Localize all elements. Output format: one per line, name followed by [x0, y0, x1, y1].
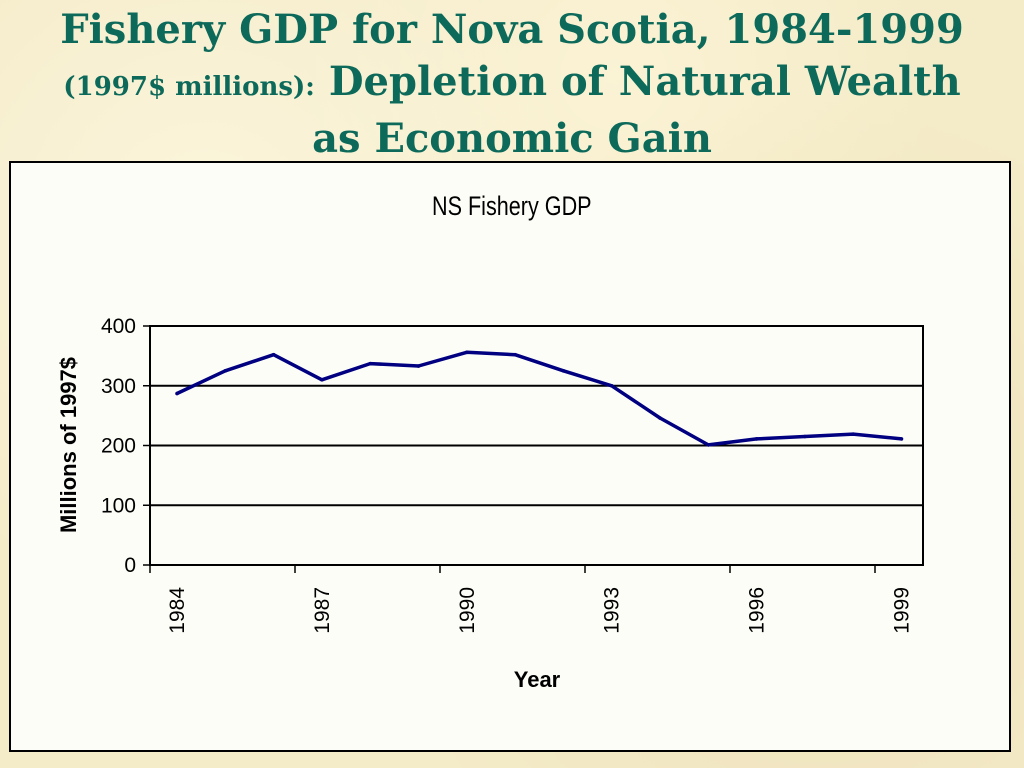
title-main: Fishery GDP for Nova Scotia, 1984-1999 [60, 6, 964, 53]
y-axis-ticks: 0 100 200 300 400 [101, 315, 150, 577]
data-point-1993 [609, 383, 614, 388]
data-point-1995 [706, 443, 711, 447]
series-line-fishery-gdp [176, 350, 902, 447]
data-point-1990 [465, 350, 469, 355]
y-tick-label-300: 300 [101, 375, 136, 398]
x-tick-label-1993: 1993 [601, 587, 624, 634]
y-tick-label-200: 200 [101, 435, 136, 458]
data-point-1988 [368, 361, 373, 366]
x-axis-label: Year [514, 667, 561, 692]
data-point-1985 [223, 369, 228, 373]
title-units: (1997$ millions): [63, 72, 315, 102]
data-point-1989 [416, 364, 421, 368]
data-point-1987 [320, 377, 324, 382]
x-axis-ticks: 1984 1987 1990 1993 1996 1999 [149, 565, 914, 634]
title-subtitle: Depletion of Natural Wealth as Economic … [312, 58, 961, 162]
data-point-1999 [899, 437, 904, 441]
y-tick-label-100: 100 [101, 494, 136, 517]
y-tick-label-0: 0 [124, 554, 136, 577]
data-point-1998 [851, 432, 855, 436]
gridlines [150, 384, 923, 507]
data-point-1992 [561, 369, 566, 373]
chart-title: NS Fishery GDP [432, 192, 592, 222]
x-tick-label-1987: 1987 [311, 587, 334, 634]
x-tick-label-1999: 1999 [891, 587, 914, 634]
y-tick-label-400: 400 [101, 315, 136, 338]
data-point-1991 [513, 352, 517, 357]
data-series [175, 350, 904, 447]
data-point-1997 [803, 434, 807, 439]
data-point-1994 [658, 416, 662, 420]
x-tick-label-1996: 1996 [746, 587, 769, 634]
slide-title: Fishery GDP for Nova Scotia, 1984-1999 (1… [40, 4, 984, 165]
chart-svg: NS Fishery GDP 0 100 200 300 400 1984 1987 199… [56, 192, 924, 692]
data-point-1996 [754, 437, 759, 441]
data-point-1986 [271, 352, 276, 357]
chart-frame: NS Fishery GDP 0 100 200 300 400 1984 1987 199… [9, 161, 1011, 752]
y-axis-label: Millions of 1997$ [56, 357, 81, 533]
x-tick-label-1990: 1990 [456, 587, 479, 634]
data-point-1984 [175, 391, 179, 396]
x-tick-label-1984: 1984 [166, 587, 189, 634]
